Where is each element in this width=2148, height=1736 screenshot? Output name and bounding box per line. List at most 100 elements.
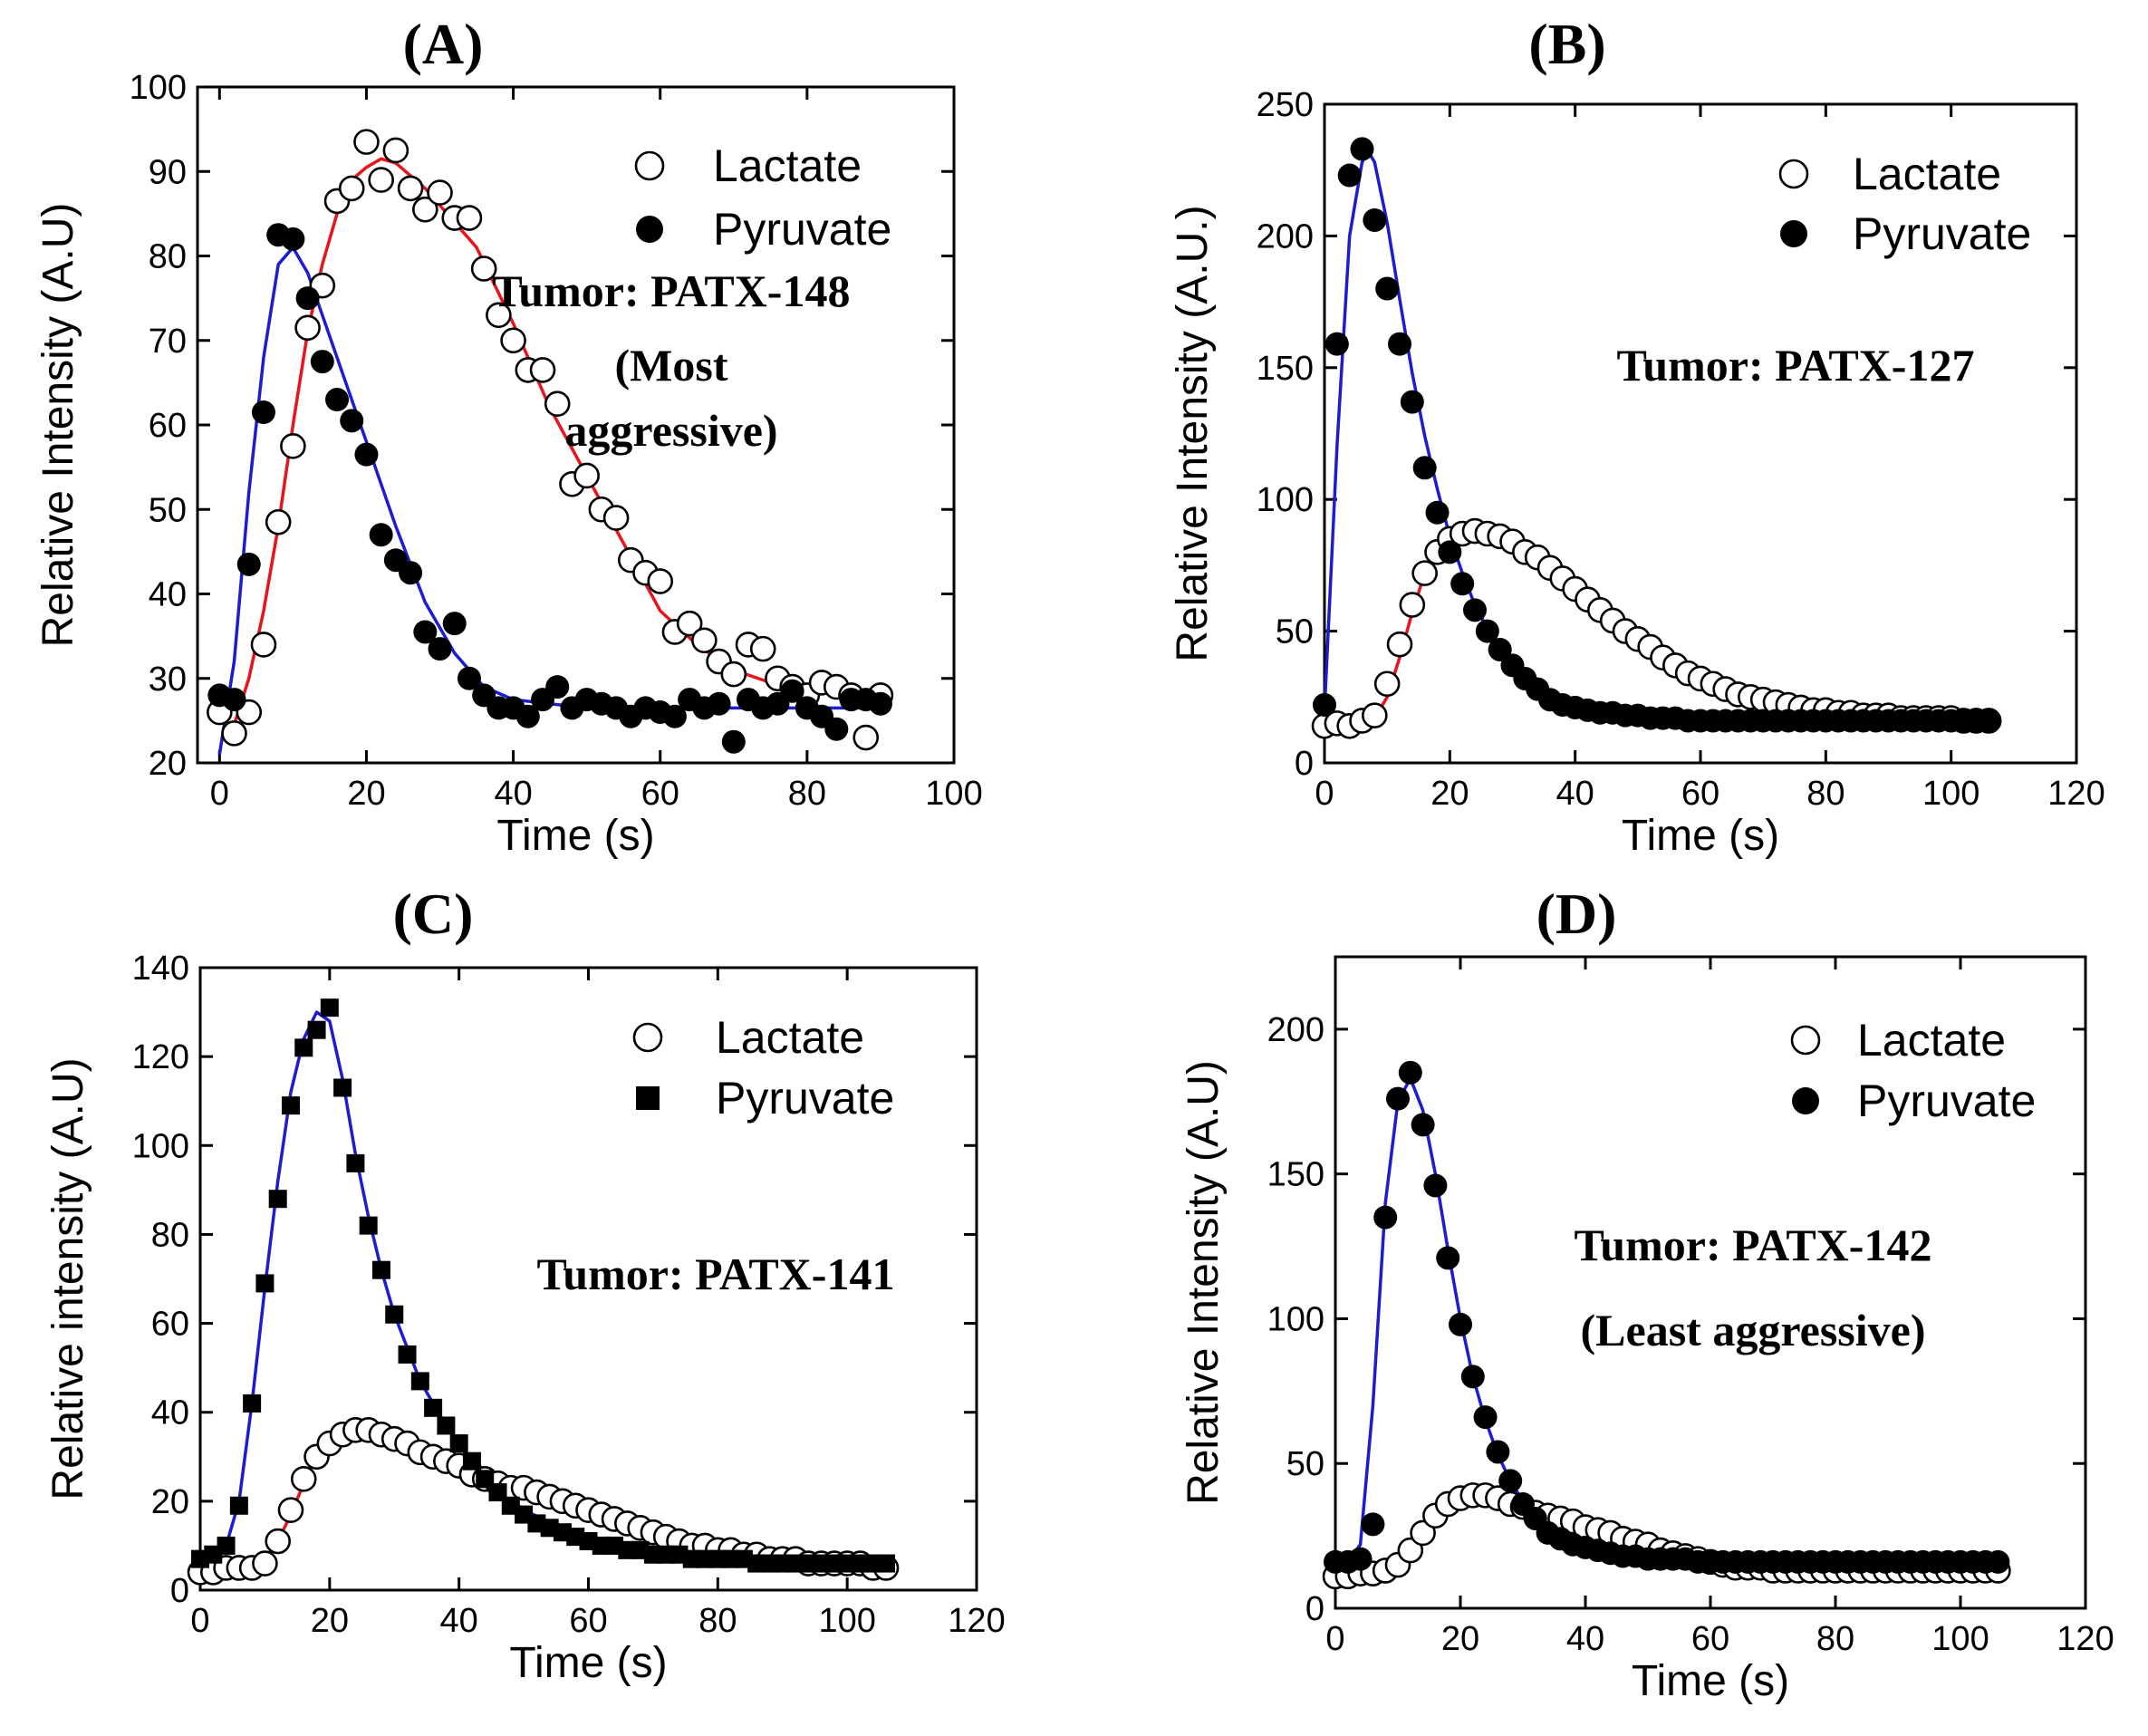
data-point-pyruvate [1449, 1312, 1472, 1336]
data-point-pyruvate [1498, 1469, 1523, 1493]
data-point-pyruvate [398, 1345, 417, 1364]
data-point-lactate [1397, 1537, 1424, 1564]
data-point-lactate [397, 175, 424, 202]
x-tick-label: 120 [2056, 1620, 2114, 1658]
data-point-pyruvate [1436, 1246, 1460, 1270]
data-point-pyruvate [1337, 163, 1362, 188]
data-point-pyruvate [1411, 1113, 1435, 1137]
legend-label-pyruvate: Pyruvate [716, 1073, 894, 1124]
y-tick-label: 20 [151, 1483, 189, 1521]
data-point-pyruvate [340, 409, 364, 433]
data-point-pyruvate [437, 1416, 456, 1435]
data-point-lactate [1410, 1519, 1436, 1547]
data-point-pyruvate [310, 350, 334, 374]
y-tick-label: 50 [149, 491, 187, 529]
data-point-pyruvate [320, 998, 339, 1017]
data-point-pyruvate [824, 717, 849, 741]
data-point-pyruvate [229, 1496, 248, 1515]
data-point-lactate [368, 167, 394, 193]
data-point-pyruvate [1313, 693, 1336, 718]
data-point-lactate [338, 175, 365, 202]
data-point-lactate [1386, 631, 1413, 658]
data-point-pyruvate [217, 1536, 236, 1555]
data-point-pyruvate [294, 1038, 313, 1057]
data-point-lactate [720, 661, 747, 688]
data-point-pyruvate [462, 1451, 481, 1471]
data-point-pyruvate [255, 1274, 275, 1293]
data-point-pyruvate [1398, 1060, 1422, 1085]
data-point-lactate [252, 1550, 278, 1577]
legend-label-lactate: Lactate [1857, 1015, 2006, 1066]
data-point-pyruvate [1986, 1549, 2010, 1574]
legend-marker-lactate [632, 1022, 663, 1053]
data-point-pyruvate [1386, 1086, 1410, 1111]
data-point-pyruvate [1348, 1547, 1373, 1571]
data-point-pyruvate [333, 1078, 352, 1097]
data-point-lactate [691, 627, 718, 654]
data-point-pyruvate [1488, 637, 1512, 661]
data-point-pyruvate [1425, 500, 1450, 525]
data-point-pyruvate [1438, 540, 1462, 564]
data-point-lactate [647, 568, 674, 594]
x-tick-label: 80 [788, 775, 826, 813]
data-point-pyruvate [1475, 619, 1499, 643]
legend-marker-pyruvate [1792, 1087, 1819, 1114]
legend-marker-lactate [1778, 159, 1809, 189]
data-point-pyruvate [243, 1394, 262, 1413]
data-point-pyruvate [449, 1434, 468, 1453]
legend-label-lactate: Lactate [716, 1012, 864, 1063]
panel-a: (A) 0 20 40 60 80 100 20 30 40 50 60 70 80 90 100 Time (… [34, 12, 983, 860]
data-point-lactate [1362, 702, 1388, 728]
x-tick-label: 80 [698, 1602, 737, 1640]
data-point-pyruvate [457, 666, 481, 690]
y-tick-label: 70 [149, 323, 187, 361]
data-point-pyruvate [1463, 598, 1487, 622]
x-tick-label: 20 [1441, 1620, 1479, 1658]
y-tick-label: 0 [1305, 1590, 1324, 1628]
x-tick-label: 60 [641, 775, 679, 813]
annotation: (Most [615, 340, 728, 391]
data-point-lactate [265, 1528, 292, 1555]
data-point-pyruvate [346, 1153, 365, 1172]
x-tick-label: 40 [440, 1602, 478, 1640]
y-tick-label: 50 [1286, 1445, 1324, 1483]
y-axis-label: Relative Intensity (A.U.) [1169, 205, 1217, 661]
x-tick-label: 120 [948, 1602, 1005, 1640]
data-point-pyruvate [369, 523, 393, 547]
x-axis-label: Time (s) [1622, 812, 1779, 860]
data-point-pyruvate [281, 227, 305, 251]
annotation: (Least aggressive) [1581, 1305, 1926, 1355]
data-point-lactate [250, 632, 277, 658]
data-point-pyruvate [1350, 137, 1374, 161]
data-point-lactate [280, 433, 306, 459]
x-tick-label: 80 [1816, 1620, 1854, 1658]
y-tick-label: 200 [1257, 217, 1314, 256]
y-tick-label: 0 [1295, 745, 1314, 783]
data-point-pyruvate [222, 688, 246, 712]
x-tick-label: 100 [1922, 775, 1979, 813]
y-tick-label: 250 [1257, 86, 1314, 124]
data-point-pyruvate [413, 620, 438, 644]
x-tick-label: 60 [1691, 1620, 1729, 1658]
legend-label-pyruvate: Pyruvate [1857, 1075, 2036, 1126]
data-point-lactate [852, 724, 880, 751]
legend-label-pyruvate: Pyruvate [713, 204, 891, 255]
data-point-pyruvate [307, 1020, 326, 1039]
data-point-pyruvate [662, 704, 687, 728]
data-point-pyruvate [515, 704, 540, 728]
x-tick-label: 100 [818, 1602, 875, 1640]
x-tick-label: 20 [311, 1602, 349, 1640]
data-point-pyruvate [1473, 1405, 1498, 1430]
data-point-lactate [676, 610, 703, 637]
legend-marker-pyruvate [636, 1086, 660, 1110]
x-tick-label: 20 [1430, 775, 1469, 813]
y-axis-label: Relative Intensity (A.U) [34, 203, 82, 648]
data-point-pyruvate [1375, 276, 1400, 301]
legend-marker-lactate [634, 150, 665, 181]
data-point-pyruvate [281, 1096, 300, 1115]
data-point-lactate [294, 314, 321, 342]
panel-title: (A) [403, 12, 484, 76]
data-point-pyruvate [545, 675, 570, 699]
data-point-pyruvate [410, 1372, 429, 1391]
